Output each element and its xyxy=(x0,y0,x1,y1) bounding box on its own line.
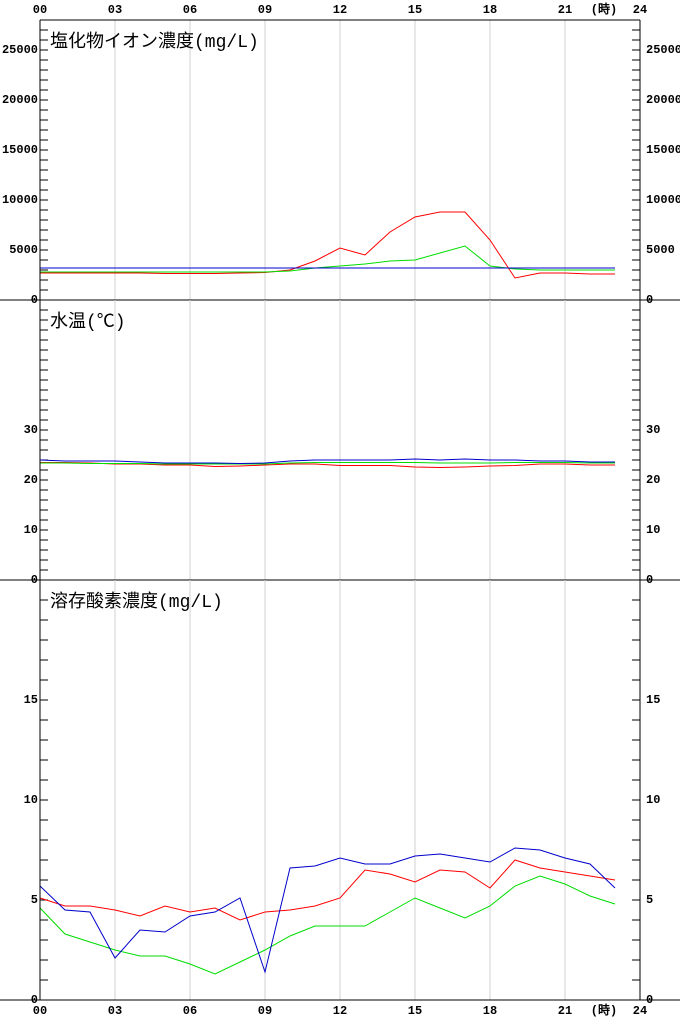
x-tick-label: 24 xyxy=(633,3,647,17)
y-tick-label: 10 xyxy=(646,523,660,537)
x-tick-label: 00 xyxy=(33,1004,47,1018)
y-tick-label: 15 xyxy=(24,693,38,707)
x-axis-label: (時) xyxy=(591,1,617,17)
data-line xyxy=(40,245,615,273)
x-tick-label: 15 xyxy=(408,3,422,17)
panel-title: 水温(℃) xyxy=(50,311,126,333)
data-line xyxy=(40,211,615,279)
y-tick-label: 20000 xyxy=(646,93,680,107)
y-tick-label: 15000 xyxy=(2,143,38,157)
y-tick-label: 10 xyxy=(646,793,660,807)
y-tick-label: 5 xyxy=(31,893,38,907)
data-line xyxy=(39,859,616,921)
x-tick-label: 09 xyxy=(258,1004,272,1018)
x-tick-label: 15 xyxy=(408,1004,422,1018)
y-tick-label: 25000 xyxy=(2,43,38,57)
y-tick-label: 5000 xyxy=(9,243,38,257)
y-tick-label: 30 xyxy=(646,423,660,437)
y-tick-label: 20 xyxy=(24,473,38,487)
x-tick-label: 12 xyxy=(333,3,347,17)
panel-title: 塩化物イオン濃度(mg/L) xyxy=(50,31,259,53)
y-tick-label: 20 xyxy=(646,473,660,487)
y-tick-label: 5 xyxy=(646,893,653,907)
y-tick-label: 15 xyxy=(646,693,660,707)
x-axis-label: (時) xyxy=(591,1002,617,1018)
data-line xyxy=(40,462,615,465)
x-tick-label: 18 xyxy=(483,3,497,17)
x-tick-label: 03 xyxy=(108,3,122,17)
data-line xyxy=(39,847,616,974)
y-tick-label: 30 xyxy=(24,423,38,437)
y-tick-label: 10 xyxy=(24,523,38,537)
x-tick-label: 24 xyxy=(633,1004,647,1018)
x-tick-label: 06 xyxy=(183,1004,197,1018)
y-tick-label: 15000 xyxy=(646,143,680,157)
panel-title: 溶存酸素濃度(mg/L) xyxy=(50,591,223,613)
x-tick-label: 06 xyxy=(183,3,197,17)
data-line xyxy=(39,458,615,465)
y-tick-label: 10 xyxy=(24,793,38,807)
x-tick-label: 03 xyxy=(108,1004,122,1018)
x-tick-label: 21 xyxy=(558,1004,572,1018)
y-tick-label: 5000 xyxy=(646,243,675,257)
x-tick-label: 00 xyxy=(33,3,47,17)
y-tick-label: 10000 xyxy=(646,193,680,207)
x-tick-label: 09 xyxy=(258,3,272,17)
y-tick-label: 10000 xyxy=(2,193,38,207)
x-tick-label: 21 xyxy=(558,3,572,17)
x-tick-label: 18 xyxy=(483,1004,497,1018)
data-line xyxy=(39,875,616,975)
y-tick-label: 25000 xyxy=(646,43,680,57)
y-tick-label: 20000 xyxy=(2,93,38,107)
x-tick-label: 12 xyxy=(333,1004,347,1018)
